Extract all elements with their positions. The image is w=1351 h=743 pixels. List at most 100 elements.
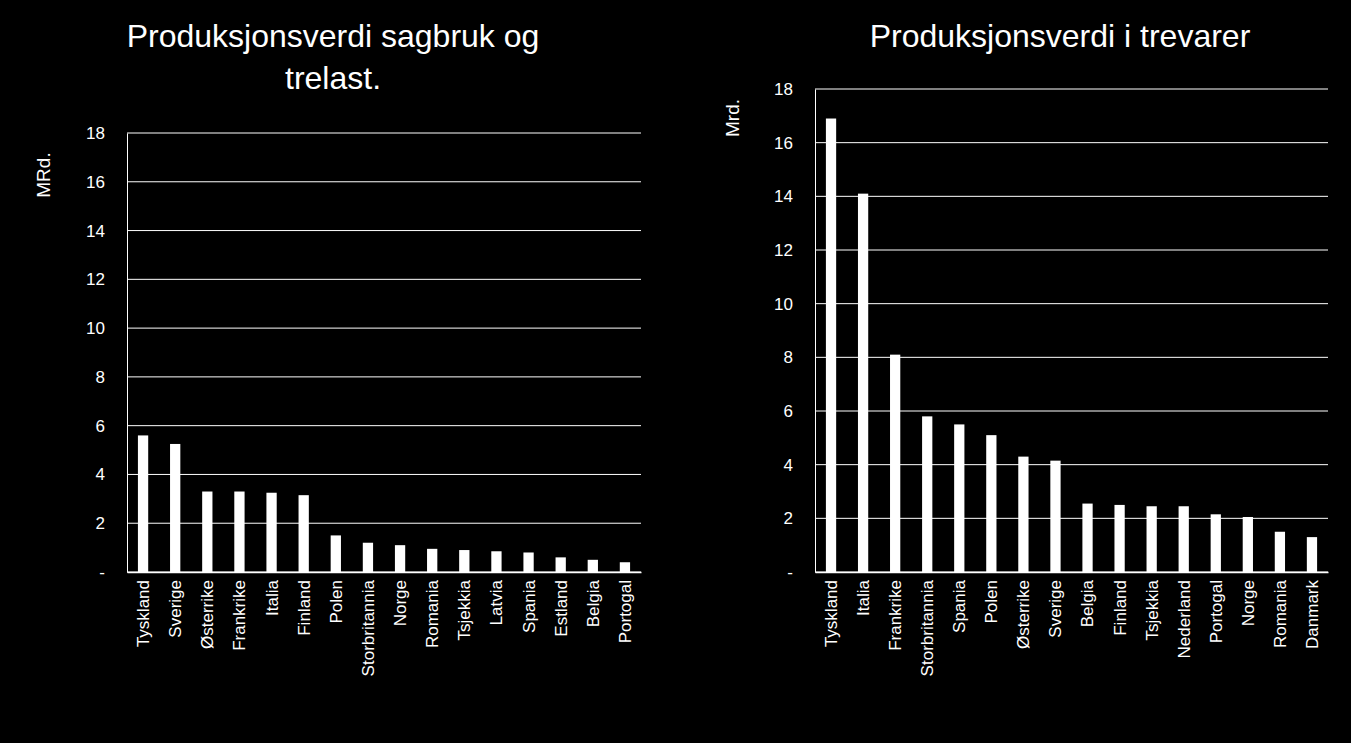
bar [1147,506,1157,572]
x-axis-line [816,572,1329,574]
y-tick-label: - [99,563,105,582]
x-tick-label: Tyskland [822,580,841,647]
y-tick: 18 [774,80,815,99]
x-tick-label: Storbritannia [918,579,937,676]
x-tick-label: Italia [263,579,282,615]
y-tick: 12 [86,270,127,289]
x-tick-label: Sverige [1046,580,1065,638]
x-tick-label: Norge [391,580,410,626]
bar [556,557,566,572]
x-tick-label: Østerrike [198,580,217,649]
x-tick: Østerrike [1014,572,1033,649]
x-tick: Østerrike [198,572,217,649]
bar [1082,504,1092,572]
x-tick-label: Romania [1271,579,1290,648]
grid-line [815,142,1328,143]
x-tick: Portogal [1207,572,1226,643]
x-tick: Polen [327,572,346,623]
y-tick: 16 [774,134,815,153]
y-axis-title: MRd. [33,152,54,197]
x-tick-label: Tsjekkia [1143,579,1162,640]
grid-line [127,376,641,377]
x-tick: Italia [854,572,873,616]
x-tick: Frankrike [886,572,905,651]
x-tick: Estland [552,572,571,637]
x-tick: Italia [263,572,282,616]
bars [826,119,1317,572]
x-axis: Tyskland Italia Frankrike Storbritannia Span… [816,572,1329,676]
x-tick: Romania [423,572,442,648]
x-tick-label: Belgia [1078,579,1097,627]
bar [170,444,180,572]
y-tick-label: 4 [96,465,105,484]
y-tick-label: 16 [86,173,105,192]
x-tick-label: Østerrike [1014,580,1033,649]
y-tick-label: 14 [774,187,793,206]
x-tick-label: Finland [295,580,314,636]
x-tick-label: Spania [520,579,539,632]
x-tick-label: Italia [854,579,873,615]
y-tick-label: 14 [86,221,105,240]
x-tick-label: Polen [327,580,346,623]
x-tick-label: Romania [423,579,442,648]
y-tick-label: 10 [86,319,105,338]
chart: Produksjonsverdi sagbruk ogtrelast.-2468… [33,18,642,676]
y-tick: 16 [86,173,127,192]
grid-line [127,328,641,329]
y-tick: 6 [784,402,815,421]
y-tick: 12 [774,241,815,260]
grid-line [127,425,641,426]
y-tick-label: 8 [784,348,793,367]
bar [331,535,341,572]
x-tick-label: Frankrike [886,580,905,651]
x-tick-label: Finland [1111,580,1130,636]
y-tick: 14 [774,187,815,206]
x-tick-label: Belgia [584,579,603,627]
x-tick: Tyskland [822,572,841,647]
chart-canvas: Produksjonsverdi sagbruk ogtrelast. - 2 4 6 8… [0,0,1351,743]
grid-line [815,196,1328,197]
x-tick: Storbritannia [918,572,937,676]
bar [138,435,148,572]
bar [1018,457,1028,572]
y-tick-label: 10 [774,295,793,314]
chart-title: Produksjonsverdi i trevarer [870,18,1251,54]
y-tick: 10 [774,295,815,314]
y-tick: 2 [784,509,815,528]
x-tick-label: Danmark [1303,580,1322,649]
grid [127,133,641,572]
bar [1275,532,1285,572]
x-tick: Norge [1239,572,1258,626]
grid-line [127,279,641,280]
x-tick: Belgia [1078,572,1097,627]
grid-line [127,474,641,475]
bar [363,543,373,572]
bar [922,416,932,572]
y-axis: -24681012141618 [774,80,815,582]
x-tick: Spania [520,572,539,633]
x-tick-label: Frankrike [230,580,249,651]
y-tick-label: 18 [774,80,793,99]
bar [1050,461,1060,572]
x-axis-line [128,572,642,574]
bar [588,560,598,572]
y-tick-label: 6 [96,417,105,436]
bar [234,492,244,572]
grid-line [815,303,1328,304]
bar [826,119,836,572]
x-tick-label: Latvia [487,579,506,625]
y-tick: 6 [96,417,127,436]
x-tick: Tsjekkia [1143,572,1162,640]
x-tick-label: Tyskland [134,580,153,647]
y-axis-title: Mrd. [722,99,743,137]
grid-line [127,133,641,134]
x-tick-label: Portogal [616,580,635,643]
x-tick: Spania [950,572,969,633]
y-tick: 4 [784,456,815,475]
x-tick-label: Norge [1239,580,1258,626]
bar [299,495,309,572]
chart-title: Produksjonsverdi sagbruk ogtrelast. [127,18,540,96]
x-tick-label: Estland [552,580,571,637]
x-tick: Belgia [584,572,603,627]
y-tick-label: 16 [774,134,793,153]
